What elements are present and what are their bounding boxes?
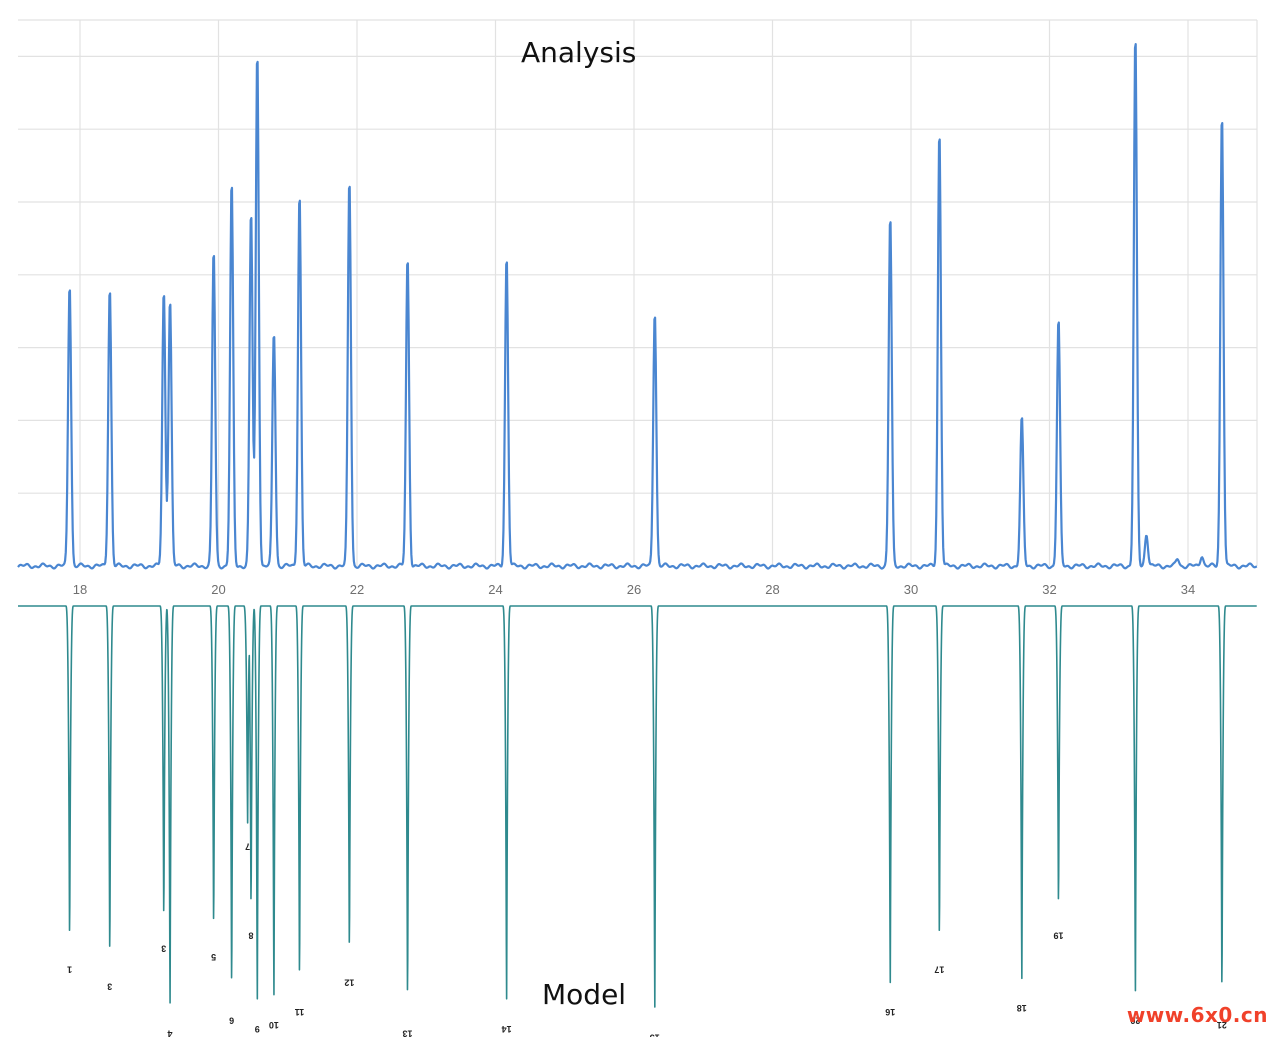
model-peak-label-6: 6 — [229, 1016, 234, 1026]
x-tick-label-20: 20 — [211, 582, 225, 597]
x-tick-label-30: 30 — [904, 582, 918, 597]
analysis-trace — [17, 43, 1258, 570]
model-peak-label-12: 12 — [344, 977, 354, 987]
model-peak-label-5: 5 — [211, 952, 216, 962]
model-peak-label-20: 20 — [1130, 1016, 1140, 1026]
model-peak-label-16: 16 — [885, 1007, 895, 1017]
model-title: Model — [542, 978, 627, 1011]
watermark: www.6x0.cn — [1126, 1003, 1268, 1027]
model-series — [17, 605, 1258, 1008]
model-peak-label-11: 11 — [295, 1007, 305, 1017]
model-peak-label-9: 9 — [255, 1024, 260, 1034]
model-trace — [17, 605, 1258, 1008]
x-axis-ticks: 18 20 22 24 26 28 30 32 34 — [73, 582, 1195, 597]
model-peak-label-1: 1 — [67, 965, 72, 975]
model-peak-label-4: 4 — [168, 1028, 173, 1037]
model-peak-label-2: 3 — [107, 982, 112, 992]
model-peak-label-8: 8 — [249, 931, 254, 941]
model-peak-label-13: 13 — [403, 1028, 413, 1037]
x-tick-label-26: 26 — [627, 582, 641, 597]
model-peak-label-18: 18 — [1017, 1003, 1027, 1013]
grid-lines — [18, 19, 1258, 566]
x-tick-label-22: 22 — [350, 582, 364, 597]
model-peak-labels: 133456789101112131415161718192021 — [67, 841, 1227, 1042]
model-peak-label-19: 19 — [1053, 931, 1063, 941]
model-peak-label-14: 14 — [502, 1024, 512, 1034]
analysis-series — [17, 43, 1258, 570]
x-tick-label-34: 34 — [1181, 582, 1195, 597]
model-peak-label-7: 7 — [245, 841, 250, 851]
analysis-title: Analysis — [521, 36, 637, 69]
model-peak-label-10: 10 — [269, 1020, 279, 1030]
x-tick-label-28: 28 — [765, 582, 779, 597]
model-peak-label-3: 3 — [161, 943, 166, 953]
x-tick-label-32: 32 — [1042, 582, 1056, 597]
x-tick-label-18: 18 — [73, 582, 87, 597]
model-peak-label-21: 21 — [1217, 1020, 1227, 1030]
model-peak-label-17: 17 — [934, 965, 944, 975]
model-peak-label-15: 15 — [650, 1033, 660, 1038]
x-tick-label-24: 24 — [488, 582, 502, 597]
